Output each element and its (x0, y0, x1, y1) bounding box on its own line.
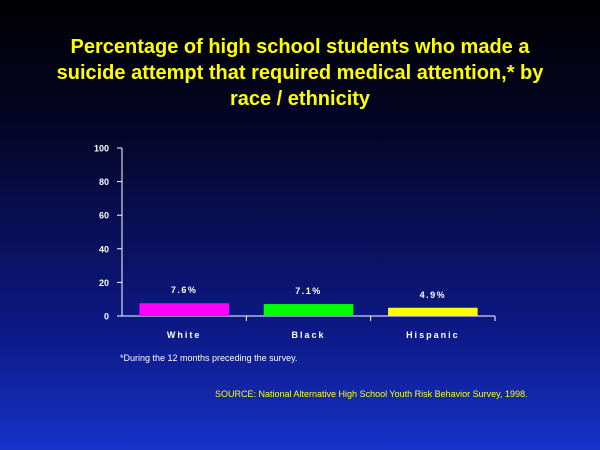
y-tick-label: 100 (94, 144, 109, 154)
y-tick-label: 0 (104, 312, 109, 322)
x-tick-label: Hispanic (406, 330, 460, 340)
y-tick-label: 20 (99, 278, 109, 288)
chart-title: Percentage of high school students who m… (40, 34, 560, 112)
x-tick-label: White (167, 330, 202, 340)
data-label: 7.1% (295, 286, 322, 296)
source-note: SOURCE: National Alternative High School… (215, 389, 528, 399)
chart-title-line-3: race / ethnicity (229, 88, 371, 110)
bar-white (139, 303, 229, 316)
chart-title-line-1: Percentage of high school students who m… (70, 36, 530, 58)
y-tick-label: 40 (99, 244, 109, 254)
data-label: 4.9% (420, 290, 447, 300)
data-label: 7.6% (171, 285, 198, 295)
footnote: *During the 12 months preceding the surv… (120, 353, 298, 363)
bar-hispanic (388, 307, 478, 316)
x-tick-label: Black (291, 330, 325, 340)
y-tick-label: 60 (99, 211, 109, 221)
chart-title-line-2: suicide attempt that required medical at… (56, 62, 544, 84)
y-tick-label: 80 (99, 177, 109, 187)
bar-black (263, 304, 354, 316)
